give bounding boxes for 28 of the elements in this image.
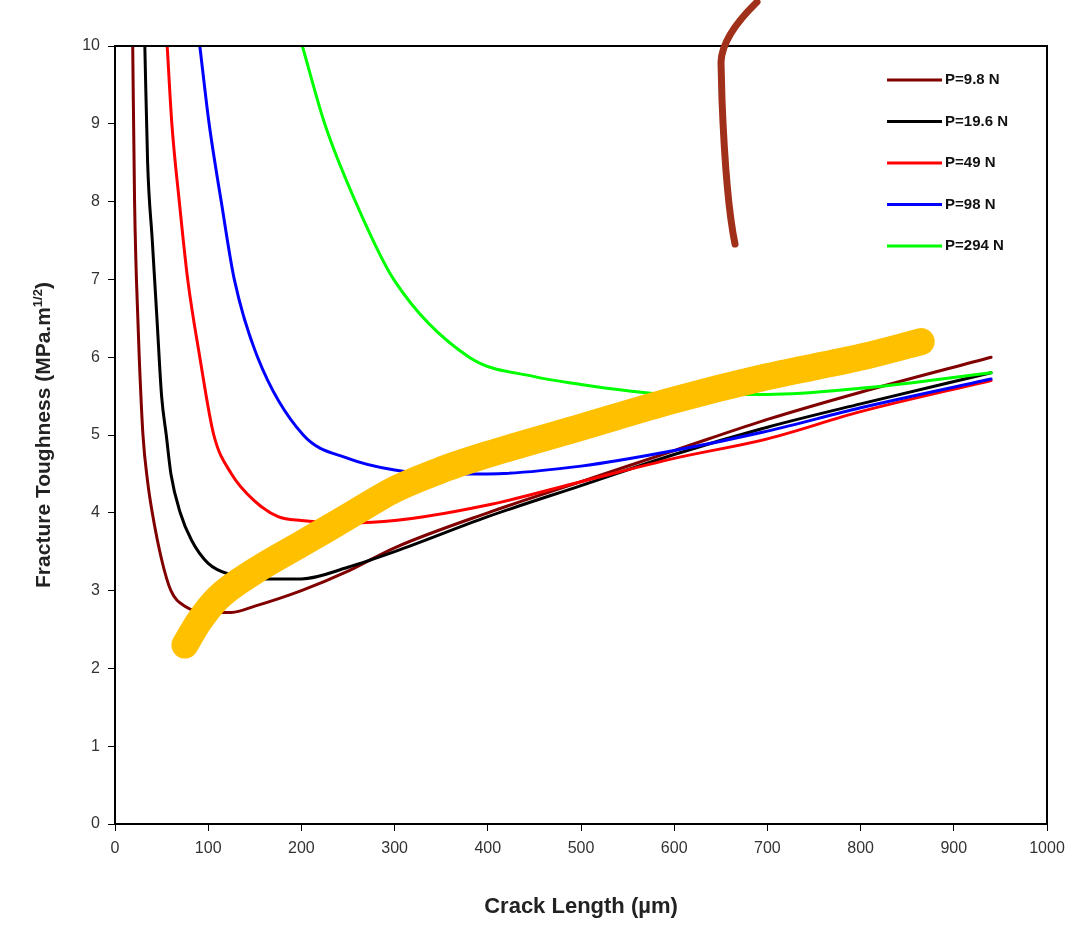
y-tick-label: 5: [91, 425, 101, 443]
legend-label: P=294 N: [945, 236, 1004, 254]
x-tick-label: 800: [847, 839, 875, 857]
legend-label: P=49 N: [945, 153, 996, 171]
y-tick-label: 6: [91, 347, 101, 365]
y-tick-label: 3: [91, 581, 101, 599]
y-tick-label: 7: [91, 269, 101, 287]
y-tick-label: 1: [91, 736, 101, 754]
x-tick-label: 700: [754, 839, 781, 857]
x-tick-label: 200: [288, 839, 315, 857]
legend-label: P=9.8 N: [945, 70, 1000, 88]
y-tick-label: 2: [91, 658, 101, 676]
x-tick-label: 100: [194, 839, 222, 857]
legend-label: P=19.6 N: [945, 111, 1009, 129]
x-tick-label: 900: [940, 839, 968, 857]
x-tick-label: 500: [567, 839, 595, 857]
y-tick-label: 10: [82, 36, 101, 54]
x-axis-title: Crack Length (µm): [484, 892, 678, 918]
x-tick-label: 300: [381, 839, 409, 857]
x-tick-label: 0: [110, 839, 120, 857]
y-tick-label: 9: [91, 114, 101, 132]
y-tick-label: 4: [91, 503, 101, 521]
x-tick-label: 600: [660, 839, 688, 857]
x-tick-label: 400: [474, 839, 502, 857]
y-tick-label: 0: [91, 814, 101, 832]
y-tick-label: 8: [91, 192, 101, 210]
x-tick-label: 1000: [1029, 839, 1065, 857]
legend-label: P=98 N: [945, 194, 996, 212]
